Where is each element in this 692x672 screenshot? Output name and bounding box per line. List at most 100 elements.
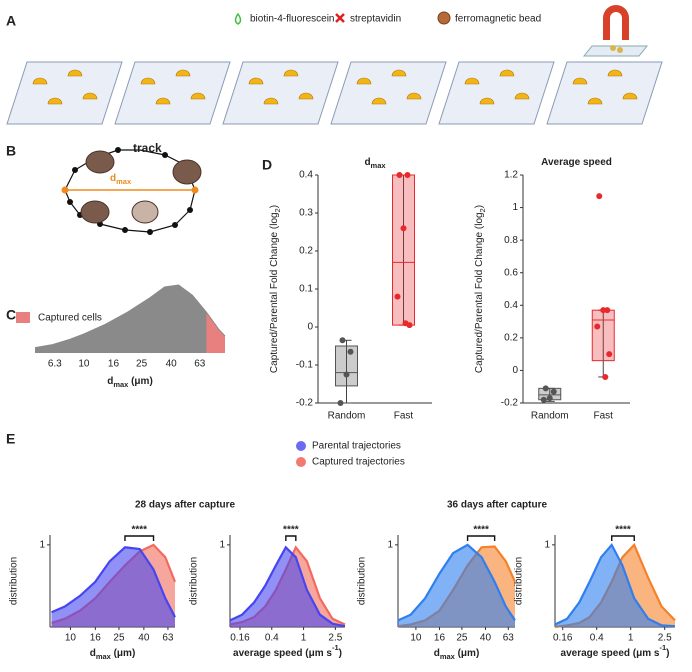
x-tick-label: 2.5 [658,633,672,644]
x-tick-label: Fast [394,411,414,422]
label-part: Average speed [541,157,612,168]
legend-marker [296,457,306,467]
cell [263,97,279,105]
plate [546,61,663,125]
point [339,337,346,344]
label-part: 2 [478,208,487,212]
x-tick-label: 2.5 [328,633,342,644]
y-tick-label: -0.1 [296,360,314,371]
legend-label: streptavidin [350,14,401,25]
y-tick-label: 0 [307,322,313,333]
cell [140,77,156,85]
panel-label: E [6,431,15,447]
y-tick-label: 0.4 [504,300,518,311]
label-part: d [90,648,96,659]
area-fill [35,285,225,353]
label-part: Captured/Parental Fold Change (log [474,212,485,373]
label-part: max [371,161,387,170]
label-part: ) [339,648,342,659]
y-tick-label: 0.2 [504,332,518,343]
label: average speed (μm s-1) [233,643,342,658]
cell [406,92,422,100]
label-part: -1 [659,643,666,652]
point [606,351,613,358]
y-tick-label: 1 [219,539,225,550]
point [542,385,549,392]
x-tick-label: 63 [194,359,206,370]
y-tick-label: 0.4 [299,170,313,181]
label: Captured/Parental Fold Change (log2) [474,205,488,373]
x-tick-label: 10 [410,633,422,644]
label-part: max [96,652,112,661]
legend-marker [16,312,30,323]
point [600,307,607,314]
panel-label: B [6,143,16,159]
cell [283,69,299,77]
x-tick-label: 6.3 [48,359,62,370]
label-part: average speed (μm s [233,648,332,659]
x-tick-label: 16 [90,633,102,644]
y-tick-label: 0.1 [299,284,313,295]
track-diagram [61,147,202,235]
cell [479,97,495,105]
group-title: 36 days after capture [447,500,547,511]
y-axis-label: distribution [514,557,525,605]
legend-label: Parental trajectories [312,441,401,452]
magnet [582,4,649,57]
density-line [397,543,516,622]
x-tick-label: 25 [456,633,468,644]
area-line [34,284,226,349]
y-axis-label: distribution [189,557,200,605]
point [396,172,403,178]
label-part: ) [269,205,280,208]
point [400,225,407,232]
label: dmax [364,157,386,171]
group-title: 28 days after capture [135,500,235,511]
plate [438,61,555,125]
cell [67,69,83,77]
density-line [554,542,676,628]
density-line [51,546,176,618]
label-part: ) [474,205,485,208]
y-tick-label: 1 [512,202,518,213]
plate [222,61,339,125]
point [596,193,603,200]
label: Captured/Parental Fold Change (log2) [269,205,283,373]
cell [155,97,171,105]
cell [499,69,515,77]
y-tick-label: 0.8 [504,235,518,246]
label-part: Captured/Parental Fold Change (log [269,212,280,373]
label: dmax (μm) [107,376,153,390]
x-tick-label: 25 [136,359,148,370]
label-part: (μm) [128,376,152,387]
cell [32,77,48,85]
x-tick-label: 16 [108,359,120,370]
y-tick-label: 0.3 [299,208,313,219]
x-tick-label: 0.4 [590,633,604,644]
y-tick-label: -0.2 [501,398,519,409]
cell [82,92,98,100]
label-part: 2 [273,208,282,212]
y-tick-label: 1 [39,539,45,550]
y-tick-label: 1 [387,539,393,550]
label: average speed (μm s-1) [561,643,670,658]
point [337,400,344,406]
x-tick-label: 16 [434,633,446,644]
cell [587,97,603,105]
plate [114,61,231,125]
label: dmax (μm) [90,648,136,662]
y-tick-label: 0.6 [504,267,518,278]
x-tick-label: 1 [628,633,634,644]
substrate-plates [6,61,663,125]
x-tick-label: 1 [301,633,307,644]
plate [330,61,447,125]
significance-label: **** [473,525,489,536]
x-tick-label: 63 [503,633,515,644]
x-tick-label: 40 [480,633,492,644]
density-fill [51,547,175,627]
y-tick-label: -0.2 [296,398,314,409]
plate [6,61,123,125]
significance-bracket [285,535,297,541]
